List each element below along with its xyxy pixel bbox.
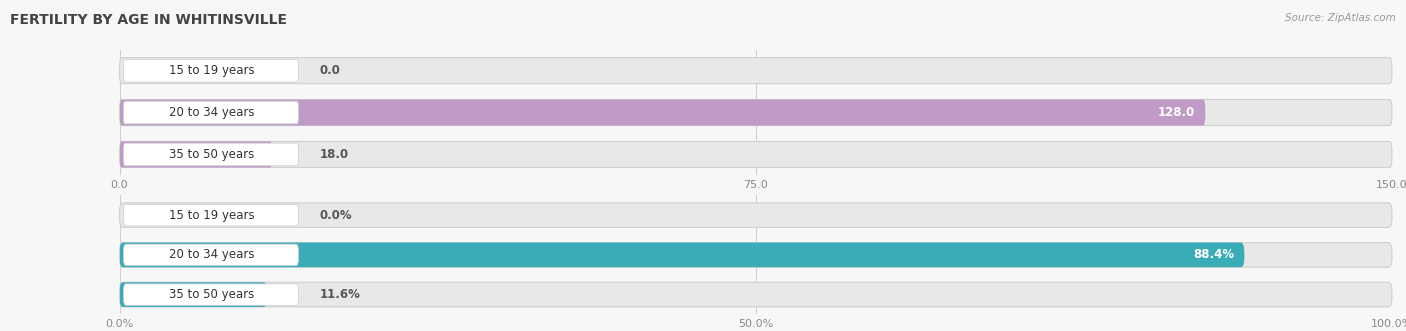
FancyBboxPatch shape [120, 141, 1392, 167]
Text: 128.0: 128.0 [1159, 106, 1195, 119]
Text: 20 to 34 years: 20 to 34 years [169, 248, 254, 261]
FancyBboxPatch shape [124, 244, 298, 265]
Text: Source: ZipAtlas.com: Source: ZipAtlas.com [1285, 13, 1396, 23]
FancyBboxPatch shape [120, 282, 267, 307]
Text: 88.4%: 88.4% [1194, 248, 1234, 261]
FancyBboxPatch shape [120, 282, 1392, 307]
FancyBboxPatch shape [120, 100, 1205, 125]
Text: 15 to 19 years: 15 to 19 years [169, 209, 254, 222]
Text: 20 to 34 years: 20 to 34 years [169, 106, 254, 119]
FancyBboxPatch shape [120, 243, 1392, 267]
Text: 35 to 50 years: 35 to 50 years [169, 148, 254, 161]
Text: 18.0: 18.0 [319, 148, 349, 161]
Text: 0.0: 0.0 [319, 64, 340, 77]
FancyBboxPatch shape [120, 58, 1392, 84]
FancyBboxPatch shape [120, 100, 1392, 125]
Text: 11.6%: 11.6% [319, 288, 360, 301]
FancyBboxPatch shape [124, 284, 298, 305]
FancyBboxPatch shape [124, 101, 298, 124]
FancyBboxPatch shape [124, 205, 298, 226]
Text: FERTILITY BY AGE IN WHITINSVILLE: FERTILITY BY AGE IN WHITINSVILLE [10, 13, 287, 27]
FancyBboxPatch shape [124, 143, 298, 166]
FancyBboxPatch shape [124, 59, 298, 82]
Text: 0.0%: 0.0% [319, 209, 352, 222]
FancyBboxPatch shape [120, 243, 1244, 267]
FancyBboxPatch shape [120, 203, 1392, 227]
FancyBboxPatch shape [120, 141, 273, 167]
Text: 35 to 50 years: 35 to 50 years [169, 288, 254, 301]
Text: 15 to 19 years: 15 to 19 years [169, 64, 254, 77]
